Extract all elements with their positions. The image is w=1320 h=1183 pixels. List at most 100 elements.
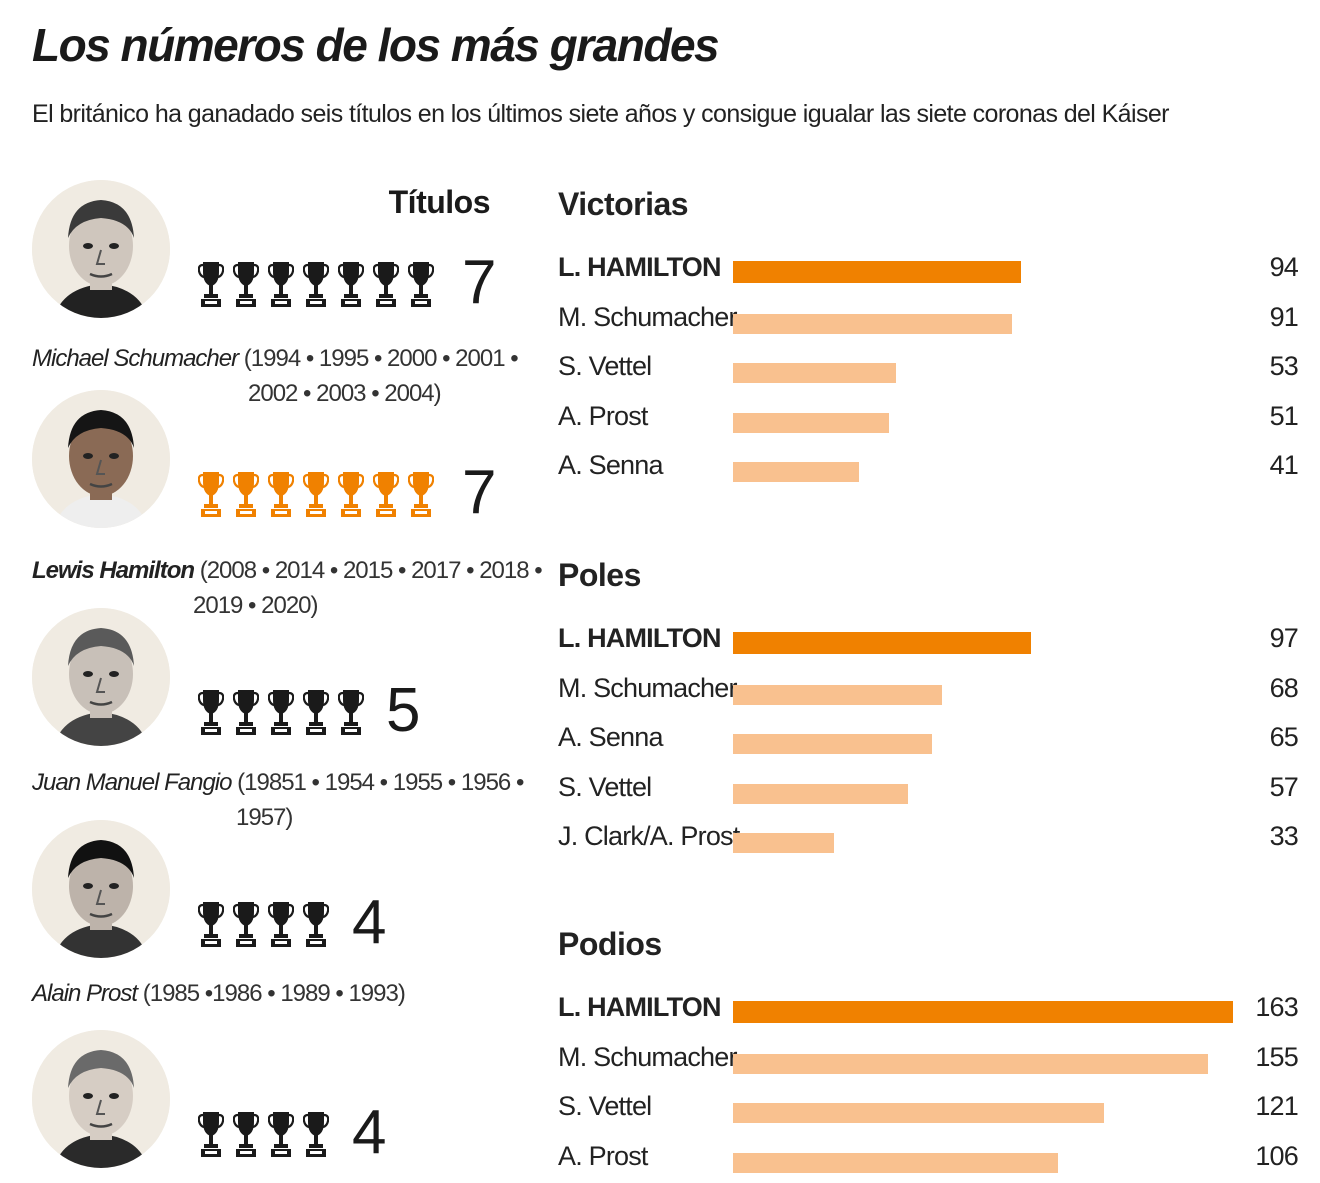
bar-label: A. Senna (558, 722, 663, 753)
trophy-icon (198, 470, 224, 518)
chart-title: Victorias (558, 186, 689, 222)
driver-photo (32, 180, 170, 318)
bar-row: M. Schumacher 91 (558, 298, 1299, 338)
trophy-icon (268, 688, 294, 736)
titles-count: 5 (386, 676, 421, 745)
bar-row: M. Schumacher 155 (558, 1038, 1299, 1078)
bar (733, 313, 1013, 334)
trophy-icon (233, 260, 259, 308)
bar-row: L. HAMILTON 94 (558, 248, 1299, 288)
trophy-icon (408, 470, 434, 518)
championship-years: (1985 •1986 • 1989 • 1993) (137, 980, 406, 1007)
bar-row: S. Vettel 53 (558, 347, 1299, 387)
trophy-icon (268, 470, 294, 518)
trophy-icon (303, 1110, 329, 1158)
bar-value: 121 (1255, 1091, 1298, 1122)
bar-label: S. Vettel (558, 771, 652, 802)
bar-value: 33 (1269, 821, 1299, 852)
bar-value: 68 (1269, 672, 1299, 703)
bar (733, 1103, 1105, 1124)
bar-label: M. Schumacher (558, 1041, 737, 1072)
titles-count: 7 (462, 248, 497, 317)
bar-value: 91 (1269, 301, 1299, 332)
bar-label: S. Vettel (558, 1091, 652, 1122)
championship-years-continued: 2019 • 2020) (193, 592, 319, 619)
bar-row: S. Vettel 57 (558, 768, 1299, 808)
bar-value: 163 (1255, 992, 1298, 1022)
bar-label: A. Prost (558, 400, 648, 431)
bar-value: 94 (1269, 252, 1299, 282)
trophy-icon (373, 470, 399, 518)
page-subtitle: El británico ha ganadado seis títulos en… (32, 100, 1169, 128)
trophy-icon (233, 688, 259, 736)
driver-name: Juan Manuel Fangio (32, 769, 232, 796)
bar (733, 783, 908, 804)
trophy-icon (303, 688, 329, 736)
trophy-icon (268, 1110, 294, 1158)
bar-value: 53 (1269, 351, 1299, 382)
bar (733, 1053, 1209, 1074)
driver-photo (32, 1030, 170, 1168)
driver-caption: Alain Prost (1985 •1986 • 1989 • 1993) (32, 975, 406, 1013)
bar-label: M. Schumacher (558, 301, 737, 332)
trophies (198, 688, 364, 736)
bar (733, 1152, 1059, 1173)
driver-photo (32, 390, 170, 528)
bar-row: L. HAMILTON 163 (558, 988, 1299, 1028)
trophies (198, 260, 434, 308)
bar (733, 684, 942, 705)
trophy-icon (338, 470, 364, 518)
trophy-icon (198, 688, 224, 736)
bar-value: 65 (1269, 722, 1299, 753)
bar-label: A. Senna (558, 450, 663, 481)
trophy-icon (303, 900, 329, 948)
bar (733, 261, 1022, 283)
bar (733, 1001, 1233, 1023)
bar-value: 106 (1255, 1140, 1298, 1171)
trophy-icon (233, 470, 259, 518)
bar-row: A. Prost 106 (558, 1137, 1299, 1177)
driver-name: Lewis Hamilton (32, 557, 195, 584)
trophy-icon (408, 260, 434, 308)
titles-count: 7 (462, 458, 497, 527)
driver-caption: Michael Schumacher (1994 • 1995 • 2000 •… (32, 340, 519, 378)
trophy-icon (233, 900, 259, 948)
bar-label: L. HAMILTON (558, 623, 721, 653)
trophy-icon (198, 260, 224, 308)
bar-label: A. Prost (558, 1140, 648, 1171)
chart-title: Podios (558, 926, 662, 962)
page-title: Los números de los más grandes (32, 19, 720, 71)
titles-count: 4 (352, 888, 387, 957)
bar (733, 462, 859, 483)
bar-row: J. Clark/A. Prost 33 (558, 817, 1299, 857)
bar (733, 632, 1031, 654)
championship-years: (2008 • 2014 • 2015 • 2017 • 2018 • (194, 557, 543, 584)
trophy-icon (303, 260, 329, 308)
bar-label: J. Clark/A. Prost (558, 821, 740, 852)
bar-label: L. HAMILTON (558, 992, 721, 1022)
championship-years: (1994 • 1995 • 2000 • 2001 • (238, 345, 519, 372)
titles-heading: Títulos (388, 184, 491, 220)
trophies (198, 470, 434, 518)
bar-row: S. Vettel 121 (558, 1087, 1299, 1127)
bar-row: L. HAMILTON 97 (558, 619, 1299, 659)
bar (733, 412, 890, 433)
bar-row: A. Senna 41 (558, 446, 1299, 486)
driver-photo (32, 820, 170, 958)
trophy-icon (373, 260, 399, 308)
trophies (198, 1110, 329, 1158)
bar (733, 363, 896, 384)
trophy-icon (268, 260, 294, 308)
trophy-icon (233, 1110, 259, 1158)
chart-title: Poles (558, 557, 641, 593)
driver-caption: Juan Manuel Fangio (19851 • 1954 • 1955 … (32, 764, 524, 802)
bar-row: M. Schumacher 68 (558, 669, 1299, 709)
trophy-icon (338, 260, 364, 308)
bar-value: 51 (1269, 400, 1299, 431)
titles-count: 4 (352, 1098, 387, 1167)
trophy-icon (198, 900, 224, 948)
championship-years: (19851 • 1954 • 1955 • 1956 • (231, 769, 524, 796)
championship-years-continued: 1957) (236, 804, 293, 831)
bar (733, 734, 933, 755)
bar (733, 833, 835, 854)
